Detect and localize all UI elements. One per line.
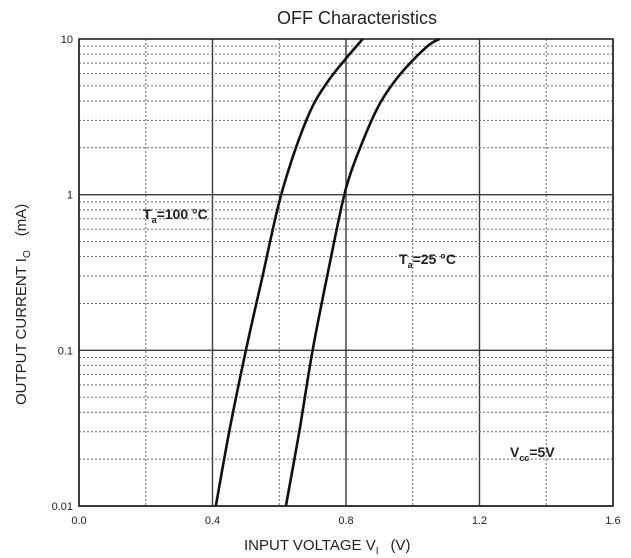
x-tick-label: 0.4 [205, 515, 220, 527]
chart-title: OFF Characteristics [277, 8, 437, 28]
y-tick-label: 0.01 [52, 501, 73, 513]
y-tick-label: 10 [61, 34, 73, 46]
y-tick-labels: 0.01 0.1 1 10 [52, 34, 73, 513]
annotation-ta-25: Ta=25 °C [399, 251, 456, 270]
y-axis-label: OUTPUT CURRENT IO(mA) [13, 204, 33, 405]
y-tick-label: 0.1 [58, 345, 73, 357]
x-tick-label: 0.8 [338, 515, 353, 527]
x-tick-labels: 0.0 0.4 0.8 1.2 1.6 [71, 515, 620, 527]
series-line-ta-100 [214, 38, 364, 507]
x-tick-label: 1.6 [605, 515, 620, 527]
curves [214, 37, 441, 507]
plot-frame [78, 38, 614, 507]
grid [78, 39, 614, 507]
x-tick-label: 1.2 [472, 515, 487, 527]
annotation-vcc: Vcc=5V [510, 444, 555, 463]
x-tick-label: 0.0 [71, 515, 86, 527]
y-tick-label: 1 [67, 190, 73, 202]
series-line-ta-25 [284, 37, 441, 507]
annotation-ta-100: Ta=100 °C [143, 206, 208, 225]
x-axis-label: INPUT VOLTAGE VI (V) [244, 537, 410, 557]
